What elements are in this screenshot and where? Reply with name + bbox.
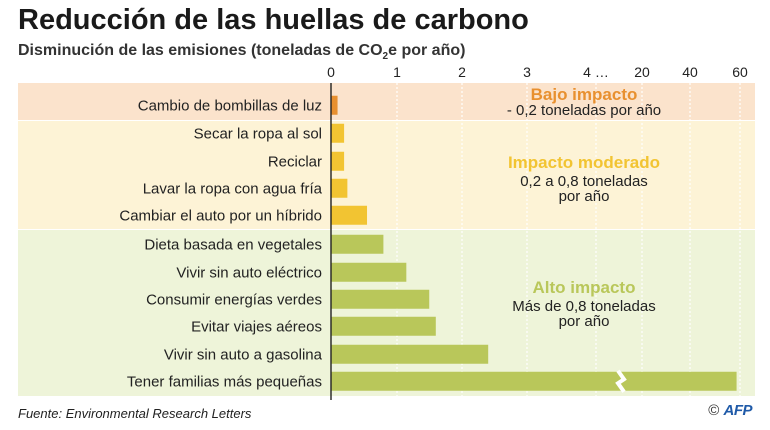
x-tick-label: 60 xyxy=(732,64,748,80)
bar xyxy=(331,371,737,391)
group-description: por año xyxy=(559,188,610,205)
bar xyxy=(331,289,430,309)
category-label: Vivir sin auto eléctrico xyxy=(176,264,322,281)
x-tick-label: 0 xyxy=(327,64,335,80)
category-label: Consumir energías verdes xyxy=(146,291,322,308)
category-label: Dieta basada en vegetales xyxy=(144,236,322,253)
group-description: Más de 0,8 toneladas xyxy=(512,298,655,315)
category-label: Cambiar el auto por un híbrido xyxy=(119,207,322,224)
category-label: Reciclar xyxy=(268,153,322,170)
axis-break-marker xyxy=(615,369,627,393)
x-tick-label: 2 xyxy=(458,64,466,80)
copyright-symbol: © xyxy=(708,402,720,419)
afp-logo: © AFP xyxy=(708,402,752,419)
group-description: 0,2 a 0,8 toneladas xyxy=(520,173,648,190)
bar xyxy=(331,151,345,171)
bar xyxy=(331,123,345,143)
group-description: - 0,2 toneladas por año xyxy=(507,102,661,119)
group-description: por año xyxy=(559,313,610,330)
group-background-bajo xyxy=(18,83,755,120)
bar xyxy=(331,262,407,282)
group-background-alto xyxy=(18,230,755,396)
category-label: Vivir sin auto a gasolina xyxy=(164,346,323,363)
category-label: Tener familias más pequeñas xyxy=(127,373,322,390)
bar xyxy=(331,205,368,225)
x-tick-label: 3 xyxy=(523,64,531,80)
category-label: Cambio de bombillas de luz xyxy=(138,97,322,114)
bar xyxy=(331,316,436,336)
chart-title: Reducción de las huellas de carbono xyxy=(18,4,529,36)
bar xyxy=(331,178,348,198)
x-tick-label: 1 xyxy=(393,64,401,80)
group-title: Alto impacto xyxy=(533,278,636,297)
bar xyxy=(331,234,384,254)
afp-logo-text: AFP xyxy=(723,402,753,419)
chart-subtitle: Disminución de las emisiones (toneladas … xyxy=(18,42,465,62)
group-background-moderado xyxy=(18,121,755,229)
x-tick-label: 20 xyxy=(634,64,650,80)
subtitle-text: Disminución de las emisiones (toneladas … xyxy=(18,42,383,59)
group-title: Impacto moderado xyxy=(508,153,660,172)
category-label: Secar la ropa al sol xyxy=(194,125,322,142)
bar xyxy=(331,344,489,364)
group-title: Bajo impacto xyxy=(531,85,638,104)
subtitle-subscript: 2 xyxy=(382,51,389,63)
source-note: Fuente: Environmental Research Letters xyxy=(18,406,252,421)
subtitle-suffix: e por año) xyxy=(388,42,466,59)
x-tick-label: 4 … xyxy=(583,64,609,80)
category-label: Lavar la ropa con agua fría xyxy=(143,180,323,197)
bar xyxy=(331,95,338,115)
x-tick-label: 40 xyxy=(682,64,698,80)
category-label: Evitar viajes aéreos xyxy=(191,318,322,335)
